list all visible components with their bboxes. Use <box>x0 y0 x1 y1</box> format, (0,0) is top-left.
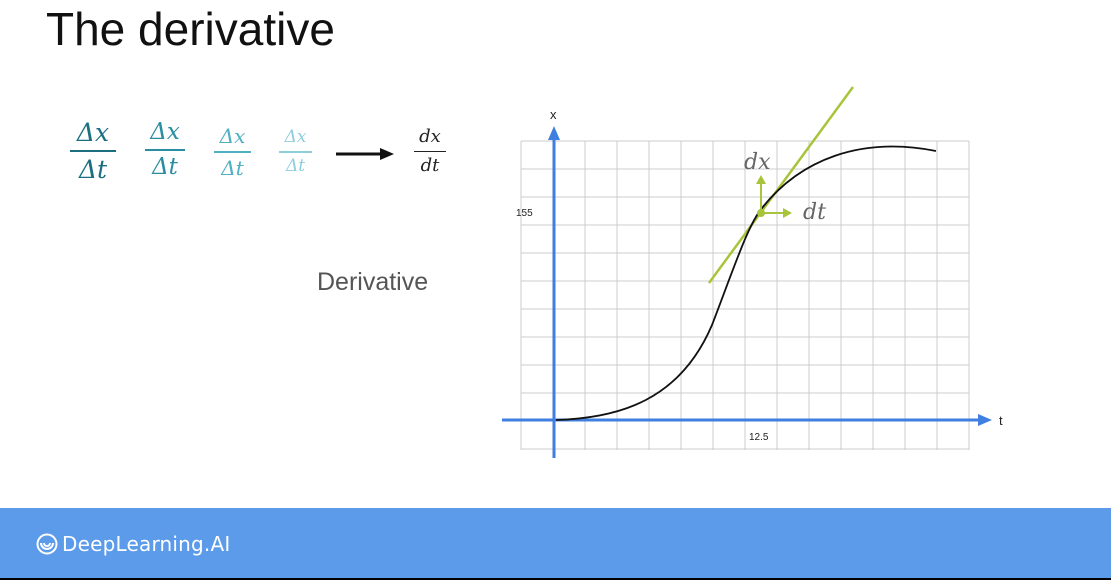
fraction-2: Δx Δt <box>145 121 185 179</box>
dt-label: dt <box>803 200 826 225</box>
limit-fraction-numerator: dx <box>419 126 441 147</box>
limit-fraction-denominator: dt <box>420 155 440 176</box>
x-axis-arrowhead-icon <box>548 126 560 140</box>
fraction-4-denominator: Δt <box>285 156 306 176</box>
fraction-3-denominator: Δt <box>221 156 244 180</box>
fraction-4-numerator: Δx <box>284 127 307 147</box>
footer-bottom-border <box>0 578 1111 580</box>
fraction-3: Δx Δt <box>214 126 251 178</box>
fraction-3-numerator: Δx <box>219 124 246 148</box>
t-axis-arrowhead-icon <box>978 414 992 426</box>
fraction-1: Δx Δt <box>70 120 116 182</box>
limit-arrow-icon <box>336 148 394 160</box>
dx-arrowhead-icon <box>756 175 766 184</box>
x-tick-label: 12.5 <box>749 432 769 443</box>
fraction-2-denominator: Δt <box>152 154 178 180</box>
brand-logo: DeepLearning.AI <box>36 532 230 556</box>
fraction-1-numerator: Δx <box>76 118 110 147</box>
footer-bar <box>0 508 1111 578</box>
derivative-label: Derivative <box>317 268 429 296</box>
y-tick-label: 155 <box>516 208 533 219</box>
t-axis-label: t <box>999 413 1003 428</box>
slide-title: The derivative <box>46 3 335 55</box>
fraction-4: Δx Δt <box>279 129 312 175</box>
plot-grid <box>520 140 970 450</box>
fraction-2-numerator: Δx <box>150 119 180 145</box>
limit-fraction: dx dt <box>414 128 446 175</box>
dt-arrowhead-icon <box>783 208 792 218</box>
fraction-1-denominator: Δt <box>78 155 108 184</box>
brand-name: DeepLearning.AI <box>62 532 231 556</box>
tangent-point <box>757 209 765 217</box>
deeplearning-logo-icon <box>36 533 58 555</box>
tangent-line <box>707 86 855 284</box>
x-axis-label: x <box>550 107 557 122</box>
derivative-plot: t x 12.5 155 dx dt <box>502 86 1003 458</box>
sigmoid-curve <box>555 145 937 421</box>
dx-label: dx <box>744 150 771 175</box>
